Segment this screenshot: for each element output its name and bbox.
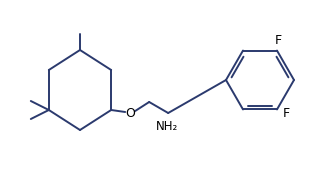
Text: F: F [275, 34, 282, 47]
Text: O: O [125, 107, 135, 120]
Text: F: F [282, 107, 289, 120]
Text: NH₂: NH₂ [156, 120, 178, 134]
